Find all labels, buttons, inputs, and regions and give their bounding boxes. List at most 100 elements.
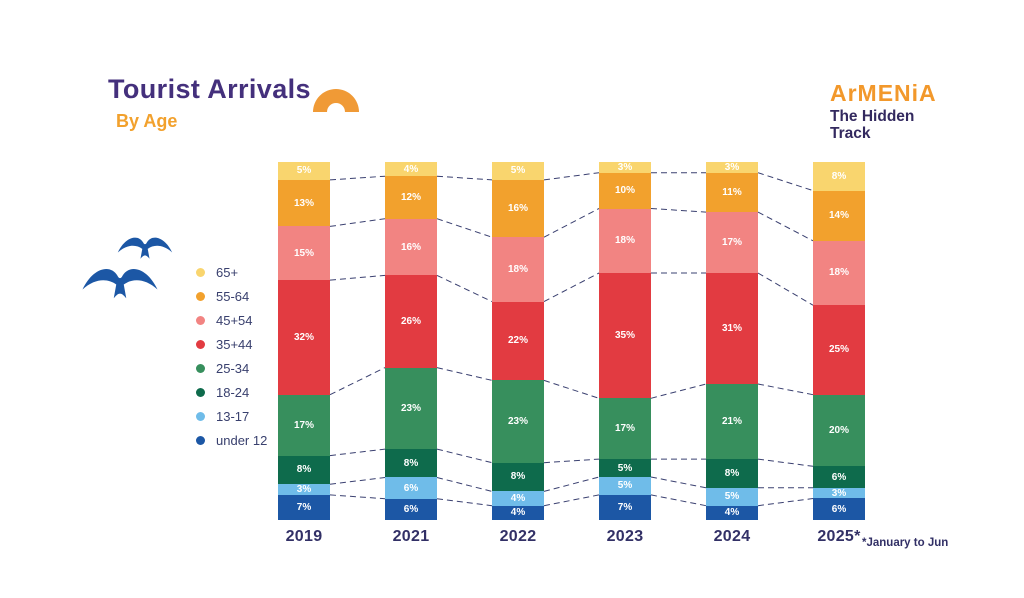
segment-value-label: 5% bbox=[617, 462, 633, 474]
segment-value-label: 17% bbox=[721, 237, 742, 249]
segment-value-label: 5% bbox=[617, 480, 633, 492]
legend-swatch-icon bbox=[196, 363, 205, 373]
legend: 65+ 55-64 45+54 35+44 25-34 18-24 13-17 under 1… bbox=[196, 260, 267, 452]
segment-value-label: 18% bbox=[507, 263, 528, 275]
segment-13-17: 5% bbox=[706, 487, 758, 506]
connector-line bbox=[329, 274, 386, 281]
connector-line bbox=[436, 498, 493, 507]
legend-label: 18-24 bbox=[216, 384, 250, 400]
segment-value-label: 3% bbox=[724, 162, 740, 173]
segment-value-label: 4% bbox=[724, 507, 740, 519]
segment-35-44: 31% bbox=[706, 272, 758, 384]
x-axis-label-2025: 2025* bbox=[817, 528, 861, 545]
legend-swatch-icon bbox=[196, 291, 205, 301]
legend-swatch-icon bbox=[196, 339, 205, 349]
segment-value-label: 5% bbox=[296, 165, 312, 177]
connector-line bbox=[757, 172, 814, 192]
segment-value-label: 18% bbox=[614, 235, 635, 247]
segment-35-44: 26% bbox=[385, 275, 437, 368]
segment-value-label: 6% bbox=[831, 503, 847, 515]
legend-swatch-icon bbox=[196, 387, 205, 397]
segment-value-label: 4% bbox=[510, 492, 526, 504]
segment-value-label: 15% bbox=[293, 247, 314, 259]
segment-45-54: 16% bbox=[385, 218, 437, 276]
segment-25-34: 21% bbox=[706, 383, 758, 460]
segment-13-17: 5% bbox=[599, 477, 651, 495]
brand-name: ArMENiA bbox=[830, 80, 937, 106]
connector-line bbox=[543, 494, 600, 507]
legend-item-45-54: 45+54 bbox=[196, 308, 267, 332]
segment-65: 8% bbox=[813, 162, 865, 191]
connector-line bbox=[329, 367, 386, 396]
connector-line bbox=[650, 494, 707, 507]
segment-value-label: 35% bbox=[614, 330, 635, 342]
segment-value-label: 8% bbox=[724, 467, 740, 479]
page-title: Tourist Arrivals bbox=[108, 74, 311, 104]
connector-line bbox=[543, 458, 600, 464]
x-axis-label-2019: 2019 bbox=[285, 528, 323, 545]
legend-label: 13-17 bbox=[216, 408, 250, 424]
segment-13-17: 6% bbox=[385, 477, 437, 499]
connector-lines bbox=[329, 172, 814, 507]
connector-line bbox=[329, 175, 386, 181]
segment-65: 3% bbox=[706, 162, 758, 173]
segment-under-12: 6% bbox=[813, 498, 865, 520]
segment-25-34: 17% bbox=[278, 394, 330, 456]
connector-line bbox=[436, 477, 493, 492]
brand-logo: ArMENiA The Hidden Track bbox=[830, 80, 937, 142]
segment-value-label: 8% bbox=[831, 170, 847, 182]
brand-tagline-line1: The Hidden bbox=[830, 108, 915, 125]
brand-tagline-line2: Track bbox=[830, 124, 871, 142]
connector-line bbox=[329, 448, 386, 457]
segment-value-label: 7% bbox=[617, 501, 633, 513]
x-axis-label-2023: 2023 bbox=[606, 528, 644, 545]
legend-item-55-64: 55-64 bbox=[196, 284, 267, 308]
brand-tagline: The Hidden Track bbox=[830, 108, 937, 142]
legend-swatch-icon bbox=[196, 315, 205, 325]
stacked-bar-chart: 5% 13% 15% 32% 17% 8% 3% 7% 2019 4% 12% 16% 26% 23% 8%… bbox=[278, 162, 865, 545]
segment-value-label: 3% bbox=[296, 484, 312, 495]
segment-35-44: 35% bbox=[599, 272, 651, 399]
connector-line bbox=[650, 383, 707, 399]
segment-35-44: 22% bbox=[492, 301, 544, 381]
segment-value-label: 17% bbox=[293, 419, 314, 431]
connector-line bbox=[543, 208, 600, 238]
segment-55-64: 11% bbox=[706, 172, 758, 213]
connector-line bbox=[757, 272, 814, 306]
segment-value-label: 18% bbox=[828, 267, 849, 279]
connector-line bbox=[650, 208, 707, 213]
segment-value-label: 21% bbox=[721, 416, 742, 428]
bar-2022: 5% 16% 18% 22% 23% 8% 4% 4% bbox=[492, 162, 544, 520]
segment-55-64: 14% bbox=[813, 190, 865, 241]
segment-45-54: 17% bbox=[706, 212, 758, 273]
legend-item-under-12: under 12 bbox=[196, 428, 267, 452]
connector-line bbox=[329, 477, 386, 485]
segment-value-label: 32% bbox=[293, 331, 314, 343]
segment-55-64: 13% bbox=[278, 179, 330, 227]
segment-25-34: 23% bbox=[492, 380, 544, 463]
segment-25-34: 20% bbox=[813, 394, 865, 467]
segment-value-label: 5% bbox=[510, 165, 526, 177]
bird-icon bbox=[117, 237, 173, 259]
segment-55-64: 10% bbox=[599, 172, 651, 209]
legend-label: 25-34 bbox=[216, 360, 250, 376]
segment-13-17: 3% bbox=[813, 487, 865, 499]
connector-line bbox=[757, 383, 814, 396]
x-axis-label-2024: 2024 bbox=[713, 528, 751, 545]
segment-under-12: 4% bbox=[706, 505, 758, 520]
connector-line bbox=[543, 272, 600, 303]
segment-18-24: 8% bbox=[492, 462, 544, 492]
segment-value-label: 7% bbox=[296, 501, 312, 513]
segment-65: 3% bbox=[599, 162, 651, 173]
connector-line bbox=[329, 494, 386, 500]
arch-icon bbox=[313, 89, 359, 112]
segment-45-54: 18% bbox=[813, 240, 865, 306]
legend-item-35-44: 35+44 bbox=[196, 332, 267, 356]
bar-2024: 3% 11% 17% 31% 21% 8% 5% 4% bbox=[706, 162, 758, 520]
legend-item-13-17: 13-17 bbox=[196, 404, 267, 428]
segment-under-12: 6% bbox=[385, 498, 437, 520]
segment-value-label: 22% bbox=[507, 335, 528, 347]
segment-25-34: 23% bbox=[385, 367, 437, 450]
segment-18-24: 5% bbox=[599, 459, 651, 478]
segment-45-54: 18% bbox=[599, 208, 651, 273]
